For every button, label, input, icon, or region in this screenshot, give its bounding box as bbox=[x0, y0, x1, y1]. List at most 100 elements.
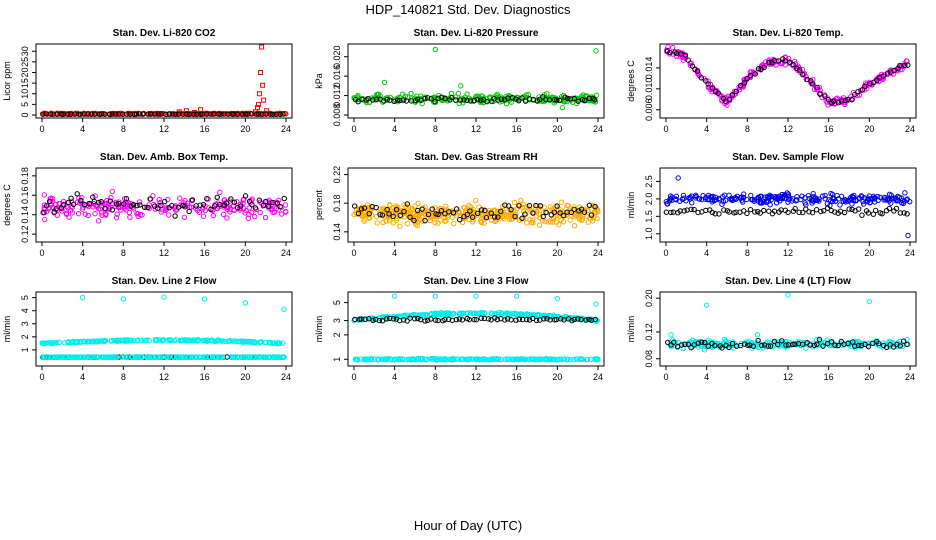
data-point bbox=[859, 212, 865, 218]
data-point bbox=[548, 356, 554, 362]
data-point bbox=[277, 340, 283, 347]
data-point bbox=[154, 205, 161, 211]
data-point bbox=[101, 354, 107, 360]
data-point bbox=[573, 356, 580, 362]
data-point bbox=[401, 201, 407, 208]
data-point bbox=[259, 44, 265, 50]
data-point bbox=[798, 196, 804, 203]
data-point bbox=[119, 354, 126, 360]
data-point bbox=[897, 210, 904, 216]
data-point bbox=[592, 96, 598, 103]
data-point bbox=[841, 209, 848, 216]
data-point bbox=[461, 97, 467, 103]
data-point bbox=[755, 194, 762, 201]
y-tick-label: 5 bbox=[20, 102, 30, 107]
data-point bbox=[862, 83, 868, 90]
data-point bbox=[390, 213, 396, 220]
data-point bbox=[551, 209, 557, 215]
x-tick-label: 0 bbox=[39, 124, 44, 134]
data-point bbox=[672, 49, 678, 55]
data-point bbox=[488, 310, 494, 316]
data-point bbox=[85, 111, 91, 117]
data-point bbox=[163, 111, 169, 118]
data-point bbox=[378, 356, 385, 363]
x-tick-label: 12 bbox=[783, 372, 793, 382]
data-point bbox=[152, 111, 158, 117]
data-point bbox=[415, 315, 421, 322]
x-tick-label: 4 bbox=[80, 372, 85, 382]
data-point bbox=[559, 105, 566, 111]
x-tick-label: 4 bbox=[80, 124, 85, 134]
data-point bbox=[547, 219, 554, 225]
data-point bbox=[802, 194, 808, 201]
data-point bbox=[214, 337, 221, 344]
data-point bbox=[830, 195, 837, 201]
data-point bbox=[885, 196, 891, 202]
data-point bbox=[474, 210, 481, 217]
x-tick-label: 24 bbox=[281, 372, 291, 382]
data-point bbox=[438, 207, 445, 214]
data-point bbox=[124, 204, 131, 210]
data-point bbox=[668, 209, 674, 216]
data-point bbox=[128, 354, 135, 360]
data-point bbox=[544, 316, 550, 322]
data-point bbox=[66, 340, 72, 346]
data-point bbox=[567, 217, 573, 223]
x-tick-label: 8 bbox=[121, 124, 126, 134]
data-point bbox=[79, 194, 85, 201]
data-point bbox=[146, 354, 152, 360]
y-tick-label: 4 bbox=[20, 308, 30, 313]
y-tick-label: 0.016 bbox=[332, 65, 342, 88]
data-point bbox=[122, 354, 128, 360]
data-point bbox=[595, 208, 601, 215]
data-point bbox=[422, 312, 429, 318]
x-tick-label: 16 bbox=[200, 372, 210, 382]
panel-title: Stan. Dev. Sample Flow bbox=[732, 152, 844, 163]
panel-4: Stan. Dev. Amb. Box Temp. degrees C 0 4 8 12 1… bbox=[2, 152, 293, 258]
data-point bbox=[520, 311, 526, 318]
data-point bbox=[404, 312, 410, 318]
x-tick-label: 8 bbox=[433, 124, 438, 134]
series-1 bbox=[40, 44, 289, 117]
data-point bbox=[754, 332, 761, 338]
data-point bbox=[890, 344, 897, 350]
data-point bbox=[749, 197, 755, 203]
data-point bbox=[361, 205, 368, 211]
data-point bbox=[217, 354, 223, 360]
data-point bbox=[233, 338, 240, 345]
data-point bbox=[783, 342, 789, 348]
y-axis-label: Licor ppm bbox=[2, 61, 12, 101]
data-point bbox=[480, 356, 486, 363]
data-point bbox=[79, 294, 86, 301]
data-point bbox=[822, 93, 828, 99]
data-point bbox=[527, 216, 533, 223]
data-point bbox=[466, 202, 472, 208]
data-point bbox=[250, 354, 256, 360]
data-point bbox=[703, 302, 710, 308]
data-point bbox=[82, 354, 88, 360]
data-point bbox=[397, 212, 403, 219]
data-point bbox=[733, 88, 739, 95]
data-point bbox=[814, 341, 820, 347]
data-point bbox=[281, 306, 287, 313]
data-point bbox=[719, 345, 725, 351]
data-point bbox=[665, 44, 671, 50]
data-point bbox=[161, 294, 167, 300]
data-point bbox=[541, 316, 547, 322]
series-2 bbox=[663, 205, 910, 218]
data-point bbox=[560, 219, 567, 225]
data-point bbox=[282, 208, 289, 215]
x-tick-label: 12 bbox=[159, 372, 169, 382]
data-point bbox=[558, 199, 565, 205]
data-point bbox=[692, 195, 699, 201]
x-tick-label: 24 bbox=[905, 124, 915, 134]
data-point bbox=[799, 193, 805, 199]
data-point bbox=[524, 316, 530, 323]
data-point bbox=[779, 191, 785, 198]
data-point bbox=[381, 79, 388, 86]
data-point bbox=[682, 341, 688, 347]
data-point bbox=[217, 189, 223, 196]
y-tick-label: 30 bbox=[20, 46, 30, 56]
data-point bbox=[835, 342, 841, 349]
data-point bbox=[252, 205, 259, 211]
